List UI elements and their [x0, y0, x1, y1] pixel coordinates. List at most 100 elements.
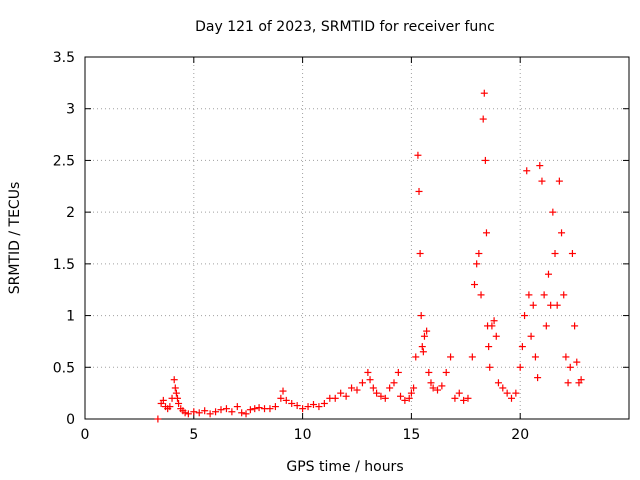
- data-point: [271, 403, 279, 411]
- data-point: [315, 403, 323, 411]
- data-point: [488, 322, 496, 330]
- data-point: [309, 401, 317, 409]
- data-point: [573, 358, 581, 366]
- data-point: [304, 403, 312, 411]
- data-point: [377, 392, 385, 400]
- data-point: [494, 379, 502, 387]
- data-point: [394, 368, 402, 376]
- data-point: [166, 403, 174, 411]
- y-tick-label: 1.5: [53, 257, 75, 273]
- data-point: [201, 407, 209, 415]
- data-point: [366, 376, 374, 384]
- data-point: [206, 410, 214, 418]
- data-point: [184, 410, 192, 418]
- data-point: [401, 396, 409, 404]
- x-tick-label: 0: [81, 427, 90, 443]
- y-tick-label: 0: [66, 412, 75, 428]
- data-point: [416, 250, 424, 258]
- data-point: [251, 405, 259, 413]
- data-point: [423, 327, 431, 335]
- data-point: [212, 408, 220, 416]
- data-point: [434, 386, 442, 394]
- y-tick-label: 3: [66, 102, 75, 118]
- data-point: [217, 406, 225, 414]
- y-tick-label: 2.5: [53, 153, 75, 169]
- data-point: [417, 312, 425, 320]
- data-point: [412, 353, 420, 361]
- data-point: [516, 363, 524, 371]
- y-tick-label: 0.5: [53, 360, 75, 376]
- data-point: [531, 353, 539, 361]
- data-point: [540, 291, 548, 299]
- data-point: [154, 415, 162, 423]
- data-point: [482, 229, 490, 237]
- data-point: [222, 405, 230, 413]
- data-point: [369, 384, 377, 392]
- data-point: [331, 394, 339, 402]
- data-point: [279, 387, 287, 395]
- data-point: [195, 409, 203, 417]
- y-axis: 0 0.5 1 1.5 2 2.5 3 3.5: [53, 50, 629, 428]
- data-point: [353, 386, 361, 394]
- data-point: [512, 389, 520, 397]
- plot-frame: [84, 56, 630, 420]
- data-point: [481, 156, 489, 164]
- data-point: [386, 384, 394, 392]
- x-axis: 0 5 10 15 20: [81, 57, 529, 443]
- data-point: [547, 301, 555, 309]
- x-axis-label: GPS time / hours: [286, 459, 403, 475]
- data-point: [564, 379, 572, 387]
- data-point: [238, 409, 246, 417]
- x-tick-label: 5: [189, 427, 198, 443]
- data-point: [536, 162, 544, 170]
- data-point: [282, 396, 290, 404]
- data-point: [299, 405, 307, 413]
- data-point: [468, 353, 476, 361]
- data-point: [542, 322, 550, 330]
- data-point: [477, 291, 485, 299]
- y-tick-label: 1: [66, 309, 75, 325]
- data-point: [544, 270, 552, 278]
- data-point: [471, 281, 479, 289]
- data-point: [419, 348, 427, 356]
- data-point: [190, 408, 198, 416]
- data-point: [173, 394, 181, 402]
- data-point: [562, 353, 570, 361]
- data-point: [233, 403, 241, 411]
- data-point: [342, 392, 350, 400]
- data-point: [518, 343, 526, 351]
- data-point: [492, 332, 500, 340]
- x-tick-label: 10: [294, 427, 312, 443]
- data-point: [171, 384, 179, 392]
- x-tick-label: 20: [511, 427, 529, 443]
- data-point: [255, 404, 263, 412]
- data-point: [159, 396, 167, 404]
- data-point: [420, 332, 428, 340]
- data-point: [364, 368, 372, 376]
- data-point: [414, 151, 422, 159]
- data-point: [507, 394, 515, 402]
- data-point: [246, 406, 254, 414]
- data-point: [425, 368, 433, 376]
- data-point: [479, 115, 487, 123]
- data-point: [529, 301, 537, 309]
- data-point: [429, 384, 437, 392]
- data-point: [438, 382, 446, 390]
- data-point: [442, 368, 450, 376]
- data-point: [266, 405, 274, 413]
- data-point: [348, 384, 356, 392]
- data-point: [415, 187, 423, 195]
- data-point: [181, 409, 189, 417]
- data-point: [525, 291, 533, 299]
- data-point: [277, 394, 285, 402]
- data-point: [390, 379, 398, 387]
- data-point: [242, 410, 250, 418]
- data-point: [499, 384, 507, 392]
- data-point: [455, 389, 463, 397]
- data-point: [473, 260, 481, 268]
- data-point: [293, 402, 301, 410]
- data-point: [577, 376, 585, 384]
- data-point: [447, 353, 455, 361]
- data-point: [358, 379, 366, 387]
